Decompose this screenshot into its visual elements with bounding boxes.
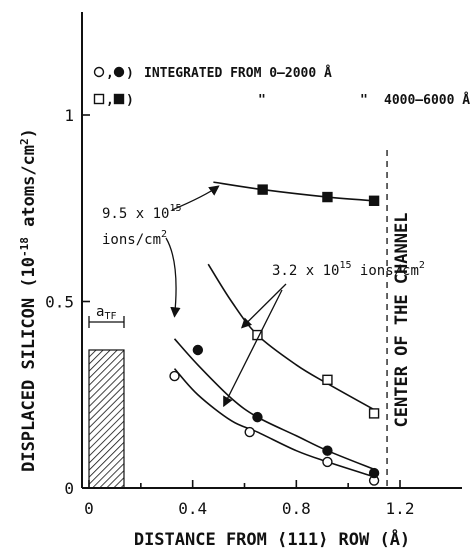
legend-filled-circle xyxy=(113,66,125,78)
legend-ditto: " xyxy=(360,93,368,108)
legend-paren: ) xyxy=(126,93,134,108)
filled-circle-point xyxy=(252,411,263,423)
low-dose-unit: ions/cm xyxy=(351,263,418,279)
filled-circle-point xyxy=(322,445,333,456)
fit-filled-circle-curve xyxy=(173,338,375,471)
x-tick-label: 1.2 xyxy=(386,499,415,518)
low-dose-unit-sq: 2 xyxy=(419,260,425,271)
legend-ditto: " xyxy=(258,93,266,108)
open-circle-point xyxy=(322,456,333,468)
legend-line1-text: INTEGRATED FROM 0–2000 Å xyxy=(144,65,332,81)
filled-square-point xyxy=(368,195,380,206)
y-axis-title-sup: -18 xyxy=(18,237,31,257)
y-axis-title-part: ) xyxy=(19,128,39,138)
x-tick-label: 0.4 xyxy=(178,499,207,518)
legend-open-circle xyxy=(93,66,105,78)
high-dose-arrow-upper xyxy=(171,185,220,211)
low-dose-arrow-lower xyxy=(223,289,283,408)
filled-circle-point xyxy=(192,344,204,356)
legend-paren: ) xyxy=(126,66,134,81)
y-tick-label: 0 xyxy=(64,479,74,498)
high-dose-unit-sq: 2 xyxy=(161,229,167,240)
legend-filled-square xyxy=(113,93,125,105)
low-dose-exp: 15 xyxy=(339,260,351,271)
y-tick-label: 0.5 xyxy=(45,293,74,312)
high-dose-unit: ions/cm2 xyxy=(102,229,167,248)
filled-square-point xyxy=(322,191,333,203)
y-axis-title-part: atoms/cm xyxy=(19,145,39,237)
fit-filled-square-curve xyxy=(213,181,375,202)
low-dose-arrow-upper xyxy=(240,283,287,329)
y-axis-title: DISPLACED SILICON (10-18 atoms/cm2) xyxy=(18,128,40,472)
filled-square-point xyxy=(257,184,268,195)
open-square-point xyxy=(322,374,333,386)
a-tf-label: aTF xyxy=(96,304,116,322)
high-dose-label: 9.5 x 1015 xyxy=(102,203,181,222)
y-axis-title-part: (10 xyxy=(19,257,39,288)
x-tick-label: 0.8 xyxy=(282,499,311,518)
channel-center-label: CENTER OF THE CHANNEL xyxy=(392,213,412,428)
low-dose-label: 3.2 x 1015 ions/cm2 xyxy=(272,260,425,279)
open-circle-point xyxy=(169,370,180,382)
y-axis-title-sup: 2 xyxy=(18,138,31,145)
a-tf-hatched-region xyxy=(88,349,125,489)
high-dose-arrow-lower xyxy=(165,237,181,318)
legend-comma: , xyxy=(106,66,114,81)
legend-open-square xyxy=(93,93,105,105)
x-tick-label: 0 xyxy=(84,499,94,518)
legend-comma: , xyxy=(106,93,114,108)
open-circle-point xyxy=(244,426,255,438)
fit-open-square-curve xyxy=(207,263,375,411)
a-tf-subscript: TF xyxy=(104,311,116,322)
y-axis-title-part: DISPLACED SILICON xyxy=(19,288,39,472)
y-tick-label: 1 xyxy=(64,106,74,125)
filled-circle-point xyxy=(368,467,380,479)
fit-open-circle-curve xyxy=(173,368,375,478)
open-square-point xyxy=(368,408,380,419)
legend-line2-text: 4000–6000 Å xyxy=(384,92,470,108)
x-axis-title: DISTANCE FROM ⟨111⟩ ROW (Å) xyxy=(134,527,410,550)
